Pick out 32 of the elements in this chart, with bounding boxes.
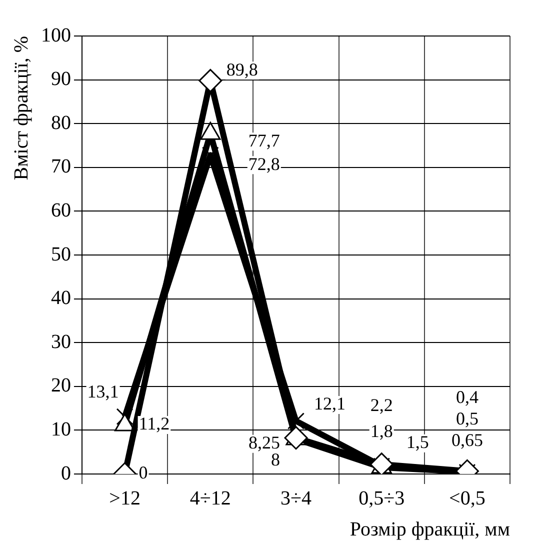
data-label: 89,8 [226,59,258,80]
y-tick-label: 40 [51,287,71,310]
data-label: 77,7 [248,130,280,150]
y-tick-label: 60 [51,199,71,222]
y-tick-label: 0 [61,462,71,484]
data-label: 0,5 [456,408,478,429]
x-tick-label: 3÷4 [280,487,312,510]
data-label: 11,2 [138,414,170,434]
data-label: 1,5 [406,432,429,452]
data-label: 1,8 [370,420,393,441]
data-label: 8,25 [248,432,280,453]
data-label: 72,8 [248,154,280,174]
y-tick-label: 70 [51,156,71,178]
data-label: 0,4 [456,386,478,407]
data-label: 0 [138,462,148,483]
x-tick-label: <0,5 [449,487,486,510]
x-tick-label: 0,5÷3 [358,487,405,510]
y-tick-label: 80 [51,112,71,134]
data-label: 12,1 [314,394,346,414]
x-tick-label: >12 [109,487,140,510]
y-tick-label: 30 [51,330,71,353]
data-label: 0,65 [451,430,483,450]
y-tick-label: 50 [51,243,71,266]
y-tick-label: 90 [51,68,71,90]
y-tick-label: 20 [51,374,71,397]
y-tick-label: 10 [51,418,71,440]
y-axis-title: Вміст фракції, % [10,36,32,180]
y-tick-label: 100 [41,24,71,46]
x-tick-label: 4÷12 [190,487,231,510]
data-label: 13,1 [87,381,119,402]
data-label: 2,2 [370,395,393,416]
x-axis-title: Розмір фракції, мм [350,518,510,540]
